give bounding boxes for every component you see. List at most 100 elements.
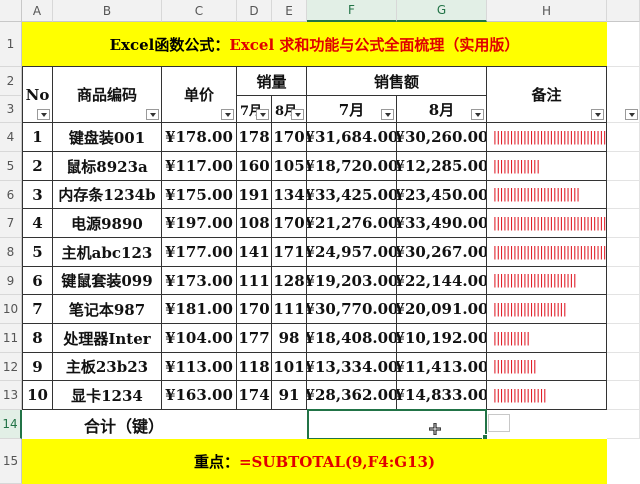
empty-cell[interactable] xyxy=(607,324,640,353)
selected-cell-f14[interactable] xyxy=(307,409,487,440)
table-cell-s8[interactable]: ¥22,144.00 xyxy=(397,267,487,295)
table-cell-bar[interactable]: ||||||||||||||||||||||||| xyxy=(487,267,607,295)
column-header-g[interactable]: G xyxy=(397,0,487,22)
row-header-15[interactable]: 15 xyxy=(0,439,22,484)
table-cell-price[interactable]: ¥175.00 xyxy=(162,181,237,209)
empty-cell[interactable] xyxy=(607,381,640,410)
table-cell-bar[interactable]: ||||||||||| xyxy=(487,324,607,353)
empty-cell[interactable] xyxy=(607,22,640,67)
table-cell-s7[interactable]: ¥18,408.00 xyxy=(307,324,397,353)
table-cell-s7[interactable]: ¥19,203.00 xyxy=(307,267,397,295)
table-cell-no[interactable]: 2 xyxy=(22,152,53,181)
table-cell-code[interactable]: 鼠标8923a xyxy=(53,152,162,181)
filter-dropdown-icon[interactable] xyxy=(146,109,159,120)
table-cell-code[interactable]: 主板23b23 xyxy=(53,353,162,381)
table-cell-bar[interactable]: |||||||||||||||||||||||||||||||||||||| xyxy=(487,209,607,238)
table-cell-price[interactable]: ¥181.00 xyxy=(162,295,237,324)
table-cell-s7[interactable]: ¥21,276.00 xyxy=(307,209,397,238)
row-header-5[interactable]: 5 xyxy=(0,152,22,181)
table-cell-code[interactable]: 主机abc123 xyxy=(53,238,162,267)
table-cell-s8[interactable]: ¥23,450.00 xyxy=(397,181,487,209)
empty-cell[interactable] xyxy=(607,67,640,123)
table-cell-q7[interactable]: 141 xyxy=(237,238,272,267)
table-cell-q7[interactable]: 160 xyxy=(237,152,272,181)
table-cell-q7[interactable]: 178 xyxy=(237,123,272,152)
table-cell-price[interactable]: ¥197.00 xyxy=(162,209,237,238)
table-cell-no[interactable]: 6 xyxy=(22,267,53,295)
table-cell-q8[interactable]: 98 xyxy=(272,324,307,353)
empty-cell[interactable] xyxy=(607,209,640,238)
table-cell-no[interactable]: 8 xyxy=(22,324,53,353)
table-cell-q8[interactable]: 91 xyxy=(272,381,307,410)
filter-dropdown-icon[interactable] xyxy=(591,109,604,120)
quick-analysis-button[interactable] xyxy=(488,414,510,432)
empty-cell[interactable] xyxy=(607,353,640,381)
filter-dropdown-icon[interactable] xyxy=(37,109,50,120)
table-cell-s8[interactable]: ¥14,833.00 xyxy=(397,381,487,410)
table-cell-q8[interactable]: 111 xyxy=(272,295,307,324)
table-cell-s8[interactable]: ¥30,260.00 xyxy=(397,123,487,152)
table-cell-bar[interactable]: |||||||||||||||| xyxy=(487,381,607,410)
filter-dropdown-icon[interactable] xyxy=(221,109,234,120)
table-cell-q8[interactable]: 134 xyxy=(272,181,307,209)
table-cell-bar[interactable]: |||||||||||||||||||||||||| xyxy=(487,181,607,209)
table-cell-price[interactable]: ¥178.00 xyxy=(162,123,237,152)
empty-cell[interactable] xyxy=(607,238,640,267)
column-header-c[interactable]: C xyxy=(162,0,237,22)
table-cell-q7[interactable]: 191 xyxy=(237,181,272,209)
column-header-e[interactable]: E xyxy=(272,0,307,22)
table-cell-q7[interactable]: 170 xyxy=(237,295,272,324)
table-cell-bar[interactable]: |||||||||||||||||||||||||||||||||| xyxy=(487,123,607,152)
table-cell-no[interactable]: 7 xyxy=(22,295,53,324)
table-cell-no[interactable]: 4 xyxy=(22,209,53,238)
column-header-d[interactable]: D xyxy=(237,0,272,22)
column-header-h[interactable]: H xyxy=(487,0,607,22)
row-header-7[interactable]: 7 xyxy=(0,209,22,238)
table-cell-q8[interactable]: 101 xyxy=(272,353,307,381)
row-header-14[interactable]: 14 xyxy=(0,410,22,439)
table-cell-code[interactable]: 电源9890 xyxy=(53,209,162,238)
table-cell-s7[interactable]: ¥28,362.00 xyxy=(307,381,397,410)
row-header-2[interactable]: 2 xyxy=(0,67,22,96)
select-all-corner[interactable] xyxy=(0,0,22,22)
column-header-f[interactable]: F xyxy=(307,0,397,22)
column-header-a[interactable]: A xyxy=(22,0,53,22)
table-cell-q8[interactable]: 170 xyxy=(272,209,307,238)
table-cell-s8[interactable]: ¥20,091.00 xyxy=(397,295,487,324)
table-cell-s8[interactable]: ¥33,490.00 xyxy=(397,209,487,238)
empty-cell[interactable] xyxy=(607,152,640,181)
row-header-6[interactable]: 6 xyxy=(0,181,22,209)
table-cell-q7[interactable]: 111 xyxy=(237,267,272,295)
table-cell-bar[interactable]: |||||||||||||||||||||||||||||||||| xyxy=(487,238,607,267)
empty-cell[interactable] xyxy=(607,181,640,209)
row-header-8[interactable]: 8 xyxy=(0,238,22,267)
table-cell-bar[interactable]: |||||||||||||||||||||| xyxy=(487,295,607,324)
table-cell-s7[interactable]: ¥31,684.00 xyxy=(307,123,397,152)
filter-dropdown-icon[interactable] xyxy=(381,109,394,120)
row-header-1[interactable]: 1 xyxy=(0,22,22,67)
table-cell-bar[interactable]: |||||||||||||| xyxy=(487,152,607,181)
filter-dropdown-icon[interactable] xyxy=(291,109,304,120)
empty-cell[interactable] xyxy=(607,123,640,152)
table-cell-q7[interactable]: 177 xyxy=(237,324,272,353)
table-cell-s8[interactable]: ¥11,413.00 xyxy=(397,353,487,381)
table-cell-s7[interactable]: ¥33,425.00 xyxy=(307,181,397,209)
filter-dropdown-icon[interactable] xyxy=(471,109,484,120)
table-cell-q8[interactable]: 170 xyxy=(272,123,307,152)
table-cell-s8[interactable]: ¥30,267.00 xyxy=(397,238,487,267)
column-header-i[interactable] xyxy=(607,0,640,22)
table-cell-s7[interactable]: ¥30,770.00 xyxy=(307,295,397,324)
table-cell-code[interactable]: 处理器Inter xyxy=(53,324,162,353)
table-cell-code[interactable]: 笔记本987 xyxy=(53,295,162,324)
table-cell-price[interactable]: ¥104.00 xyxy=(162,324,237,353)
table-cell-s8[interactable]: ¥12,285.00 xyxy=(397,152,487,181)
table-cell-price[interactable]: ¥177.00 xyxy=(162,238,237,267)
table-cell-code[interactable]: 显卡1234 xyxy=(53,381,162,410)
table-cell-q7[interactable]: 118 xyxy=(237,353,272,381)
row-header-3[interactable]: 3 xyxy=(0,96,22,123)
table-cell-code[interactable]: 键鼠套装099 xyxy=(53,267,162,295)
row-header-10[interactable]: 10 xyxy=(0,295,22,324)
table-cell-price[interactable]: ¥113.00 xyxy=(162,353,237,381)
table-cell-s7[interactable]: ¥13,334.00 xyxy=(307,353,397,381)
row-header-4[interactable]: 4 xyxy=(0,123,22,152)
